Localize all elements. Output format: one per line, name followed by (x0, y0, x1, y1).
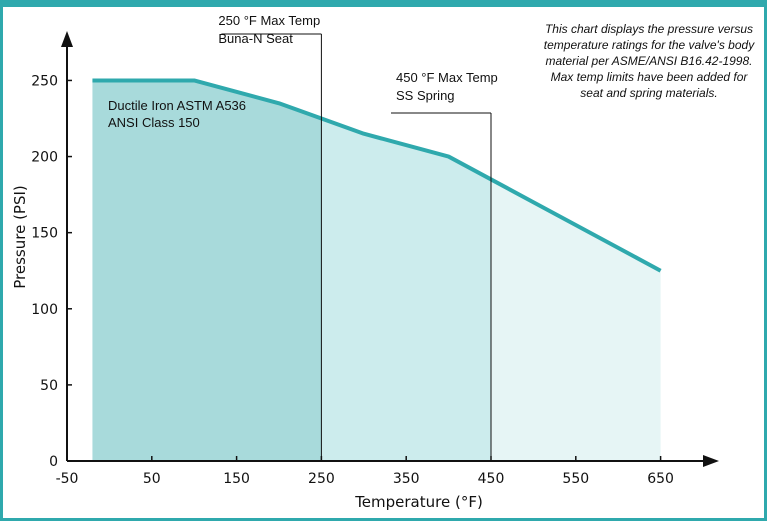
max-temp-label-450: 450 °F Max Temp (396, 70, 498, 85)
x-tick-label: 550 (562, 471, 589, 487)
pressure-temperature-chart: -50 50 150 250 350 450 550 650 0 50 100 150 200 250 25… (11, 13, 755, 511)
x-tick-label: 250 (308, 471, 335, 487)
area-fill-below-250 (92, 80, 322, 461)
y-tick-label: 100 (31, 302, 58, 318)
y-tick-label: 200 (31, 150, 58, 166)
chart-note: Max temp limits have been added for (551, 70, 749, 84)
x-axis-arrow (703, 455, 719, 467)
x-tick-label: 150 (223, 471, 250, 487)
pressure-series-line (92, 78, 662, 273)
max-temp-label-450: SS Spring (396, 88, 455, 103)
y-tick-label: 0 (49, 454, 58, 470)
x-tick-label: -50 (56, 471, 79, 487)
x-tick-label: 450 (478, 471, 505, 487)
y-axis-title: Pressure (PSI) (11, 185, 29, 289)
chart-note: material per ASME/ANSI B16.42-1998. (546, 54, 753, 68)
max-temp-label-250: 250 °F Max Temp (218, 13, 320, 28)
max-temp-label-250: Buna-N Seat (218, 31, 293, 46)
x-axis-title: Temperature (°F) (354, 493, 483, 511)
chart-note: seat and spring materials. (580, 86, 717, 100)
area-fill-250-to-450 (321, 118, 491, 461)
y-tick-label: 250 (31, 73, 58, 89)
y-tick-label: 50 (40, 378, 58, 394)
y-axis-arrow (61, 31, 73, 47)
area-fill-above-450 (491, 179, 661, 461)
y-tick-label: 150 (31, 226, 58, 242)
x-tick-label: 350 (393, 471, 420, 487)
chart-note: This chart displays the pressure versus (545, 22, 753, 36)
x-tick-label: 50 (143, 471, 161, 487)
x-tick-label: 650 (647, 471, 674, 487)
material-region-label: Ductile Iron ASTM A536 (108, 98, 246, 113)
chart-note: temperature ratings for the valve's body (544, 38, 755, 52)
material-region-label: ANSI Class 150 (108, 115, 200, 130)
